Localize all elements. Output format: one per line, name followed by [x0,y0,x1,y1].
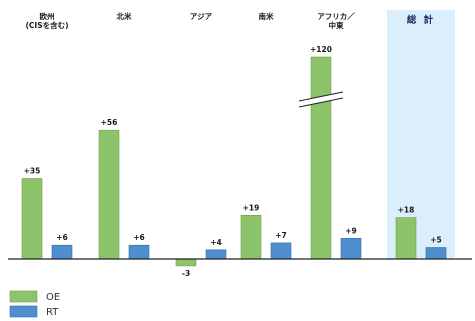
bar-rt [128,244,150,260]
value-label: +18 [398,206,415,215]
category-label: 南米 [259,11,274,21]
value-label: +56 [101,118,118,127]
category-label: アフリカ／中東 [317,11,355,30]
value-label: -3 [182,269,190,278]
category-label: アジア [190,12,213,21]
value-label: +4 [210,238,222,247]
value-label: +120 [310,45,332,54]
legend-label-oe: OE [46,292,60,303]
axis-break-mark [298,97,344,108]
axis-break-mark [298,91,344,102]
value-label: +9 [345,226,357,235]
value-label: +5 [430,236,442,245]
value-label: +7 [275,231,287,240]
value-label: +19 [243,203,260,212]
legend-swatch-oe [9,290,38,303]
category-label: 総 計 [407,14,435,26]
bar-rt [425,247,447,260]
bar-oe [21,178,43,260]
legend-swatch-rt [9,305,38,318]
bar-rt [51,244,73,260]
bar-oe [240,215,262,260]
category-label: 北米 [117,11,132,21]
legend-label-rt: RT [46,307,59,318]
bar-oe [98,129,120,260]
bar-oe [175,258,197,267]
bar-oe [310,56,332,260]
bar-rt [270,242,292,260]
bar-rt [205,249,227,260]
bar-rt [340,238,362,260]
category-label: 欧州(CISを含む) [25,11,68,30]
value-label: +6 [133,233,145,242]
value-label: +35 [24,167,41,176]
bar-oe [395,217,417,260]
value-label: +6 [56,233,68,242]
axis-break-gap [299,92,343,107]
